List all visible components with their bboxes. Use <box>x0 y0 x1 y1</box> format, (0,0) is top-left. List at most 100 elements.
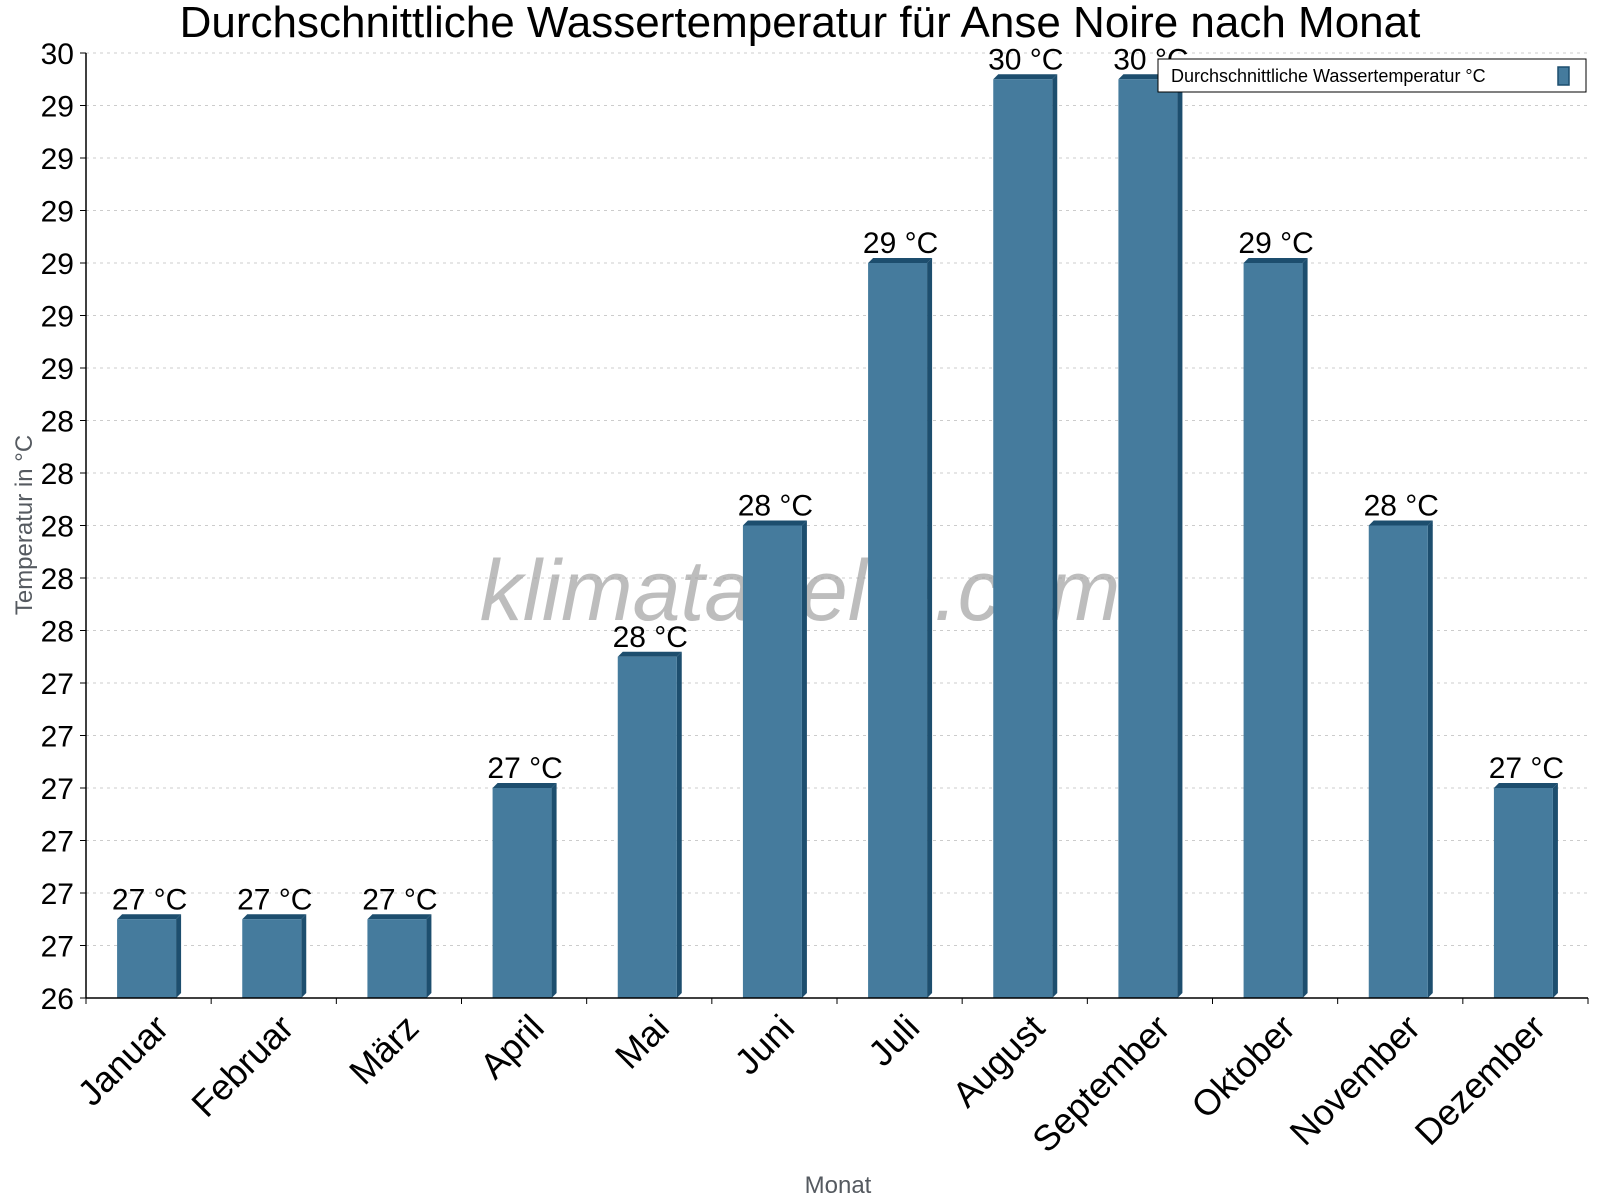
x-tick-label: Mai <box>607 1007 677 1077</box>
y-tick-label: 30 <box>41 38 74 71</box>
y-tick-label: 28 <box>41 511 74 544</box>
chart-title: Durchschnittliche Wassertemperatur für A… <box>180 0 1421 47</box>
bar-side <box>1177 74 1183 998</box>
bar-side <box>801 520 807 998</box>
bar-februar: 27 °C <box>237 883 312 998</box>
data-label: 28 °C <box>738 490 813 523</box>
y-tick-label: 29 <box>41 91 74 124</box>
bar-side <box>1552 783 1558 998</box>
bar-top <box>742 520 807 526</box>
y-tick-label: 29 <box>41 301 74 334</box>
x-tick-label: März <box>341 1007 427 1093</box>
bar-top <box>117 914 182 920</box>
y-tick-label: 28 <box>41 563 74 596</box>
y-tick-label: 27 <box>41 878 74 911</box>
bars: 27 °C 27 °C 27 °C 27 °C 28 °C 28 °C 29 °C 30 °C… <box>112 43 1564 998</box>
y-tick-label: 29 <box>41 196 74 229</box>
bar-top <box>1368 520 1433 526</box>
gridlines <box>86 52 1588 946</box>
x-tick-label: Juni <box>726 1007 802 1083</box>
x-tick-label: Oktober <box>1183 1007 1303 1127</box>
bar-side <box>426 914 432 998</box>
bar-front <box>993 79 1053 998</box>
x-tick-label: September <box>1024 1007 1178 1161</box>
bar-side <box>176 914 182 998</box>
bar-side <box>301 914 307 998</box>
y-tick-label: 29 <box>41 353 74 386</box>
data-label: 27 °C <box>112 883 187 916</box>
x-tick-label: Dezember <box>1407 1007 1553 1153</box>
bar-top <box>492 783 557 788</box>
bar-front <box>117 919 177 998</box>
bar-front <box>492 788 552 998</box>
bar-front <box>1368 525 1428 998</box>
y-tick-label: 29 <box>41 248 74 281</box>
legend-label: Durchschnittliche Wassertemperatur °C <box>1171 66 1486 86</box>
bar-oktober: 29 °C <box>1238 227 1314 998</box>
y-tick-label: 29 <box>41 143 74 176</box>
legend: Durchschnittliche Wassertemperatur °C <box>1157 58 1587 93</box>
bar-dezember: 27 °C <box>1489 752 1564 998</box>
bar-front <box>1493 788 1553 998</box>
y-tick-label: 27 <box>41 668 74 701</box>
bar-front <box>742 525 802 998</box>
y-tick-label: 28 <box>41 616 74 649</box>
bar-front <box>868 263 928 998</box>
y-tick-label: 27 <box>41 826 74 859</box>
y-axis-title: Temperatur in °C <box>11 435 38 615</box>
x-tick-label: Februar <box>183 1007 301 1125</box>
bar-front <box>242 919 302 998</box>
x-tick-label: April <box>472 1007 552 1087</box>
data-label: 28 °C <box>613 621 688 654</box>
bar-top <box>242 914 307 920</box>
bar-august: 30 °C <box>988 43 1063 998</box>
bar-november: 28 °C <box>1364 490 1439 998</box>
bar-top <box>367 914 432 920</box>
y-tick-label: 27 <box>41 931 74 964</box>
data-label: 29 °C <box>1238 227 1313 260</box>
bar-front <box>617 656 677 998</box>
data-label: 27 °C <box>237 883 312 916</box>
bar-side <box>1302 258 1308 998</box>
x-axis-ticks: Januar Februar März April Mai Juni Juli AugustS… <box>69 998 1589 1161</box>
bar-side <box>1427 520 1433 998</box>
y-axis-ticks: 26 27 27 27 27 27 27 28 28 28 28 28 29 29 29 29 29 29 30 <box>41 38 86 1016</box>
legend-swatch <box>1557 66 1570 86</box>
bar-juli: 29 °C <box>863 227 938 998</box>
bar-front <box>1118 79 1178 998</box>
bar-side <box>1052 74 1058 998</box>
bar-front <box>1243 263 1303 998</box>
bar-top <box>1493 783 1558 788</box>
bar-side <box>551 783 557 998</box>
y-tick-label: 26 <box>41 983 74 1016</box>
x-tick-label: Januar <box>69 1007 176 1114</box>
data-label: 27 °C <box>1489 752 1564 785</box>
bar-april: 27 °C <box>487 752 563 998</box>
bar-mai: 28 °C <box>613 621 688 998</box>
bar-front <box>367 919 427 998</box>
x-tick-label: August <box>944 1007 1052 1115</box>
data-label: 27 °C <box>362 883 437 916</box>
data-label: 29 °C <box>863 227 938 260</box>
x-axis-title: Monat <box>805 1172 872 1199</box>
data-label: 30 °C <box>988 43 1063 76</box>
bar-side <box>927 258 933 998</box>
bar-märz: 27 °C <box>362 883 438 998</box>
bar-top <box>868 258 933 263</box>
bar-top <box>993 74 1058 80</box>
data-label: 27 °C <box>487 752 562 785</box>
bar-top <box>617 651 682 657</box>
data-label: 28 °C <box>1364 490 1439 523</box>
x-tick-label: Juli <box>860 1007 927 1074</box>
bar-side <box>676 651 682 998</box>
legend-box <box>1157 58 1587 93</box>
y-tick-label: 28 <box>41 458 74 491</box>
bar-januar: 27 °C <box>112 883 187 998</box>
bar-top <box>1243 258 1308 263</box>
bar-september: 30 °C <box>1113 43 1189 998</box>
y-tick-label: 28 <box>41 406 74 439</box>
x-tick-label: November <box>1281 1007 1427 1153</box>
y-tick-label: 27 <box>41 721 74 754</box>
y-tick-label: 27 <box>41 773 74 806</box>
